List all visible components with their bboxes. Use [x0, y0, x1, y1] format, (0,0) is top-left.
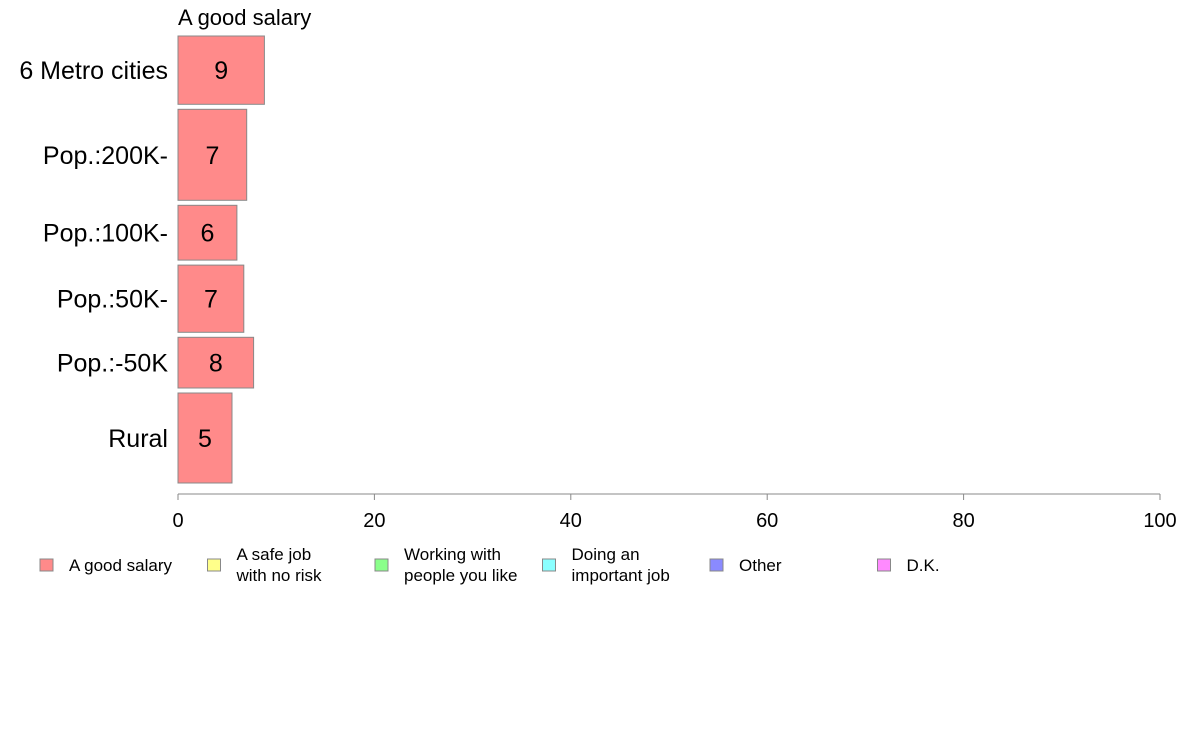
bar [177, 35, 265, 105]
legend-label: Doing an important job [572, 545, 670, 585]
legend-label: A safe job with no risk [236, 545, 323, 585]
x-tick-label: 80 [952, 510, 974, 532]
x-tick-label: 100 [1143, 510, 1176, 532]
bar [177, 336, 255, 389]
bar-value-label: 7 [204, 286, 218, 314]
category-label: Rural [108, 425, 168, 453]
category-label: Pop.:200K- [43, 142, 168, 170]
bar-value-label: 6 [201, 220, 215, 248]
category-label: Pop.:100K- [43, 220, 168, 248]
legend-swatch [709, 558, 724, 572]
bar [177, 392, 233, 484]
legend-swatch [542, 558, 556, 572]
legend-label: D.K. [907, 556, 940, 575]
bar-value-label: 7 [205, 142, 219, 170]
bars-group: 9 7 6 7 8 5 [177, 35, 265, 484]
bar [177, 108, 248, 201]
bar [177, 264, 245, 333]
bar [177, 204, 238, 261]
legend-label: A good salary [69, 556, 173, 575]
category-label: 6 Metro cities [19, 57, 168, 85]
bar-value-label: 9 [214, 57, 228, 85]
category-label: Pop.:50K- [57, 286, 168, 314]
legend-label: Working with people you like [404, 545, 517, 585]
legend: A good salary A safe job with no risk Worki… [39, 545, 940, 585]
category-label: Pop.:-50K [57, 350, 169, 378]
legend-swatch [39, 558, 54, 572]
x-tick-label: 20 [363, 510, 385, 532]
x-tick-label: 40 [560, 510, 582, 532]
legend-swatch [207, 558, 221, 572]
legend-swatch [374, 558, 389, 572]
x-tick-label: 0 [172, 510, 183, 532]
series-title: A good salary [178, 5, 311, 30]
bar-value-label: 5 [198, 425, 212, 453]
category-labels: 6 Metro cities Pop.:200K- Pop.:100K- Pop.:5… [19, 57, 168, 453]
legend-label: Other [739, 556, 782, 575]
bar-value-label: 8 [209, 350, 223, 378]
x-tick-label: 60 [756, 510, 778, 532]
legend-swatch [877, 558, 891, 572]
x-axis: 0 20 40 60 80 100 [172, 493, 1177, 532]
